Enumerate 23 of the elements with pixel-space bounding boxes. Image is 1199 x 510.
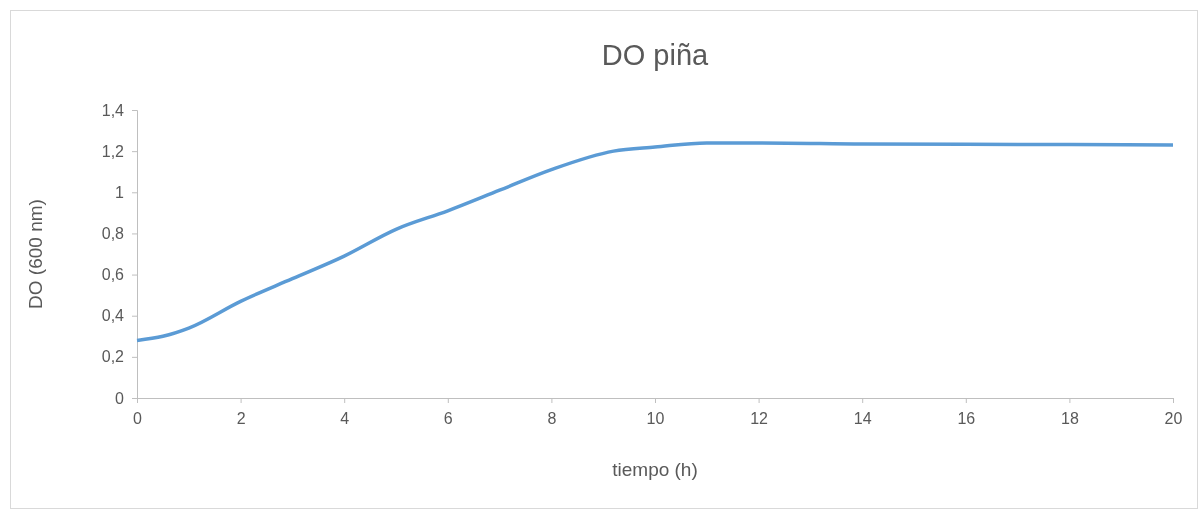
y-axis-title: DO (600 nm) bbox=[25, 199, 46, 309]
x-tick-label: 18 bbox=[1061, 410, 1079, 428]
y-tick-label: 0,6 bbox=[101, 266, 125, 284]
x-tick-label: 6 bbox=[443, 410, 453, 428]
y-tick-label: 1 bbox=[115, 183, 125, 201]
y-tick-label: 0,2 bbox=[101, 348, 125, 366]
x-tick-label: 4 bbox=[340, 410, 350, 428]
x-tick-label: 20 bbox=[1164, 410, 1183, 428]
chart-title: DO piña bbox=[601, 39, 710, 71]
y-tick-label: 1,2 bbox=[101, 142, 125, 160]
y-tick-label: 0,8 bbox=[101, 225, 125, 243]
x-tick-label: 2 bbox=[236, 410, 246, 428]
x-axis-title: tiempo (h) bbox=[612, 459, 698, 480]
line-series bbox=[135, 141, 1175, 343]
x-tick-label: 16 bbox=[957, 410, 976, 428]
y-tick-label: 0 bbox=[115, 389, 125, 407]
x-tick-label: 10 bbox=[646, 410, 665, 428]
x-tick-label: 14 bbox=[853, 410, 872, 428]
y-tick-label: 0,4 bbox=[101, 307, 125, 325]
y-tick-label: 1,4 bbox=[101, 101, 125, 119]
x-tick-label: 8 bbox=[547, 410, 557, 428]
x-tick-label: 12 bbox=[750, 410, 769, 428]
x-tick-label: 0 bbox=[133, 410, 143, 428]
